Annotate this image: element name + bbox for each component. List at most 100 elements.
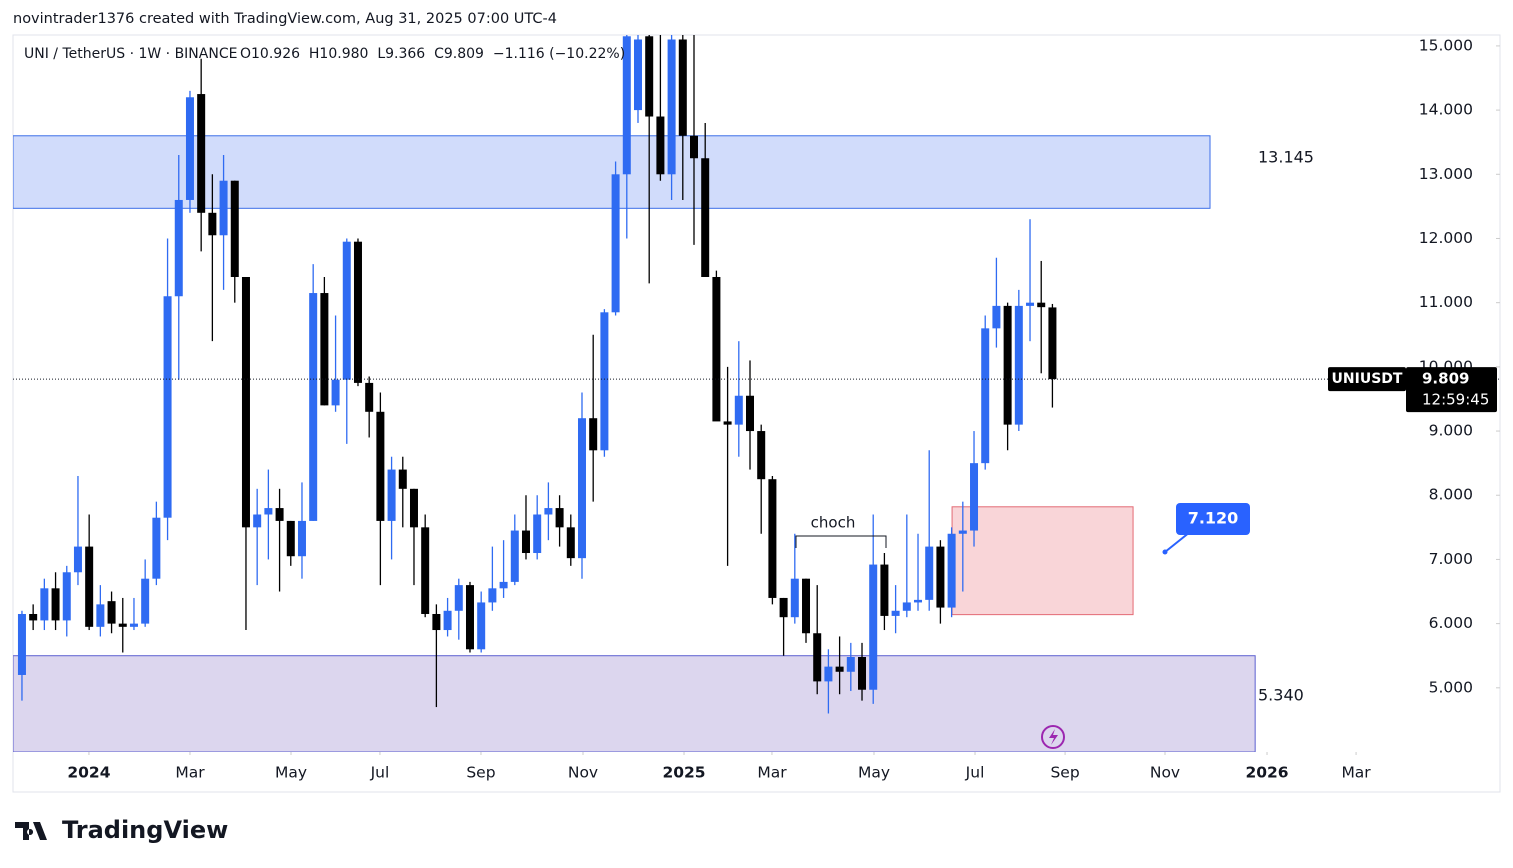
candle-body	[499, 581, 508, 589]
candle-body	[544, 508, 553, 515]
candle-body	[757, 431, 766, 480]
candle-body	[1037, 302, 1046, 308]
candle-body	[62, 572, 71, 621]
candle-body	[589, 418, 598, 451]
candle-body	[611, 174, 620, 313]
zone	[951, 506, 1134, 616]
candle-body	[701, 158, 710, 277]
candle-body	[533, 514, 542, 554]
x-tick-label: Sep	[1050, 764, 1079, 782]
candle-body	[163, 296, 172, 518]
candle-body	[577, 418, 586, 559]
choch-bracket	[795, 535, 887, 548]
symbol: UNI / TetherUS · 1W · BINANCE	[24, 46, 237, 62]
x-tick-label: Jul	[965, 764, 985, 782]
x-tick-label: May	[275, 764, 307, 782]
candle-body	[510, 530, 519, 582]
candle-body	[264, 508, 273, 515]
candle-body	[488, 588, 497, 603]
candle-body	[51, 588, 60, 621]
x-tick-label: 2024	[67, 764, 110, 782]
candle-body	[230, 180, 239, 277]
candle-body	[858, 656, 867, 690]
candle-body	[85, 546, 94, 627]
candle-body	[656, 116, 665, 175]
candle-body	[398, 469, 407, 489]
y-tick-label: 14.000	[1419, 101, 1473, 119]
y-tick-label: 6.000	[1429, 614, 1473, 632]
annotation: choch	[811, 514, 856, 532]
countdown: 12:59:45	[1422, 391, 1489, 409]
candle-body	[129, 623, 138, 627]
candle-body	[936, 546, 945, 608]
callout-label: 7.120	[1188, 509, 1239, 528]
y-tick-label: 7.000	[1429, 550, 1473, 568]
candle-body	[17, 613, 26, 675]
event-icon-bolt	[1049, 729, 1058, 745]
candle-body	[118, 623, 127, 627]
candle-body	[219, 180, 228, 236]
candle-body	[309, 293, 318, 521]
level-label: 13.145	[1258, 148, 1314, 167]
candle-body	[152, 517, 161, 579]
candle-body	[208, 212, 217, 236]
candle-body	[521, 530, 530, 554]
candle-body	[432, 613, 441, 631]
event-icon[interactable]	[1041, 725, 1065, 749]
candle-body	[970, 463, 979, 531]
candle-body	[376, 411, 385, 521]
candle-body	[409, 488, 418, 528]
x-tick-label: Sep	[466, 764, 495, 782]
candle-body	[40, 588, 49, 621]
candle-body	[667, 39, 676, 175]
x-tick-label: Nov	[568, 764, 598, 782]
candle-body	[813, 633, 822, 682]
candle-body	[846, 656, 855, 672]
candle-body	[185, 97, 194, 200]
candle-body	[29, 613, 38, 621]
x-tick-label: Mar	[1341, 764, 1371, 782]
candle-body	[73, 546, 82, 573]
logo: TradingView	[15, 816, 228, 844]
candle-body	[454, 585, 463, 611]
y-tick-label: 8.000	[1429, 486, 1473, 504]
candle-body	[241, 276, 250, 528]
candle-body	[891, 610, 900, 616]
candle-body	[197, 94, 206, 213]
candle-body	[824, 666, 833, 682]
candle-body	[880, 564, 889, 616]
candle-body	[779, 597, 788, 618]
candle-body	[365, 382, 374, 412]
candle-body	[1014, 305, 1023, 425]
candle-body	[1026, 302, 1035, 306]
candle-body	[297, 520, 306, 557]
candle-body	[477, 602, 486, 650]
candle-body	[690, 135, 699, 159]
x-tick-label: May	[858, 764, 890, 782]
candle-body	[555, 508, 564, 528]
candle-body	[353, 241, 362, 383]
y-tick-label: 5.000	[1429, 678, 1473, 696]
price-tag	[1406, 367, 1497, 413]
candle-body	[723, 421, 732, 425]
x-tick-label: Jul	[370, 764, 390, 782]
x-tick-label: 2025	[662, 764, 705, 782]
candle-body	[331, 379, 340, 406]
candle-body	[992, 305, 1001, 329]
candle-body	[96, 604, 105, 627]
candle-body	[802, 578, 811, 634]
x-tick-label: Mar	[175, 764, 205, 782]
credit: novintrader1376 created with TradingView…	[13, 11, 557, 27]
candle-body	[1048, 307, 1057, 380]
zone	[13, 655, 1256, 752]
x-tick-label: 2026	[1245, 764, 1288, 782]
candle-body	[947, 533, 956, 608]
candle-body	[342, 241, 351, 380]
candle-body	[734, 395, 743, 425]
frame	[12, 34, 1501, 793]
y-tick-label: 12.000	[1419, 229, 1473, 247]
candle-body	[869, 564, 878, 690]
candle-body	[768, 479, 777, 598]
candle-body	[600, 312, 609, 451]
